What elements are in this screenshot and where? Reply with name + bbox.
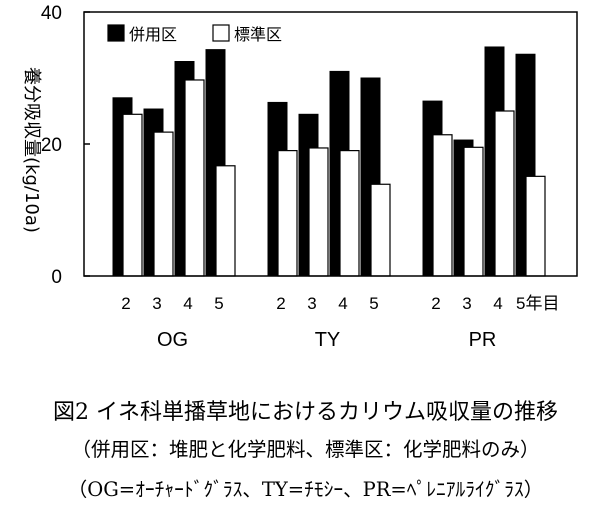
x-tick-label-TY-3: 3 [307,294,316,313]
bars-layer [112,46,546,277]
legend: 併用区 標準区 [107,24,282,44]
x-tick-label-TY-2: 2 [276,294,285,313]
bar-standard-TY-2 [277,150,298,277]
group-label-TY: TY [315,329,341,351]
x-tick-label-PR-5: 5年目 [516,294,559,313]
x-tick-label-TY-5: 5 [369,294,378,313]
x-tick-label-TY-4: 4 [338,294,347,313]
figure-caption-note-abbreviations: （OG=ｵｰﾁｬｰﾄﾞｸﾞﾗｽ、TY=ﾁﾓｼｰ、PR=ﾍﾟﾚﾆｱﾙﾗｲｸﾞﾗｽ） [67,478,544,501]
y-ticks: 0 20 40 [41,3,90,288]
bar-standard-TY-4 [339,150,360,277]
bar-standard-PR-5 [525,175,546,277]
x-tick-label-OG-4: 4 [183,294,192,313]
legend-label-combined: 併用区 [129,25,177,44]
legend-swatch-standard [212,24,230,42]
bar-standard-TY-5 [370,183,391,277]
bar-standard-PR-2 [432,134,453,277]
potassium-uptake-chart: 0 20 40 2 3 4 5 2 3 4 5 2 3 4 5年目 OG TY PR 養分吸収量(kg/10a… [21,3,578,351]
y-tick-label-0: 0 [51,267,62,288]
group-label-PR: PR [469,329,497,351]
x-tick-label-OG-5: 5 [214,294,223,313]
bar-standard-OG-5 [215,165,236,277]
bar-standard-PR-3 [463,146,484,277]
bar-standard-OG-3 [153,131,174,277]
x-tick-labels: 2 3 4 5 2 3 4 5 2 3 4 5年目 [121,294,559,313]
group-label-OG: OG [157,329,188,351]
y-tick-label-40: 40 [41,3,62,24]
x-tick-label-PR-2: 2 [431,294,440,313]
figure-caption-note-treatments: （併用区：堆肥と化学肥料、標準区：化学肥料のみ） [71,438,540,461]
y-axis-label: 養分吸収量(kg/10a) [21,67,42,233]
legend-swatch-combined [107,24,125,42]
bar-standard-OG-2 [122,113,143,277]
x-tick-label-PR-3: 3 [462,294,471,313]
figure-caption-title: 図2 イネ科単播草地におけるカリウム吸収量の推移 [53,400,558,425]
bar-standard-TY-3 [308,147,329,277]
y-tick-label-20: 20 [41,135,62,156]
bar-standard-PR-4 [494,110,515,277]
x-tick-label-OG-3: 3 [152,294,161,313]
x-tick-label-OG-2: 2 [121,294,130,313]
x-tick-label-PR-4: 4 [493,294,502,313]
bar-standard-OG-4 [184,79,205,277]
group-labels: OG TY PR [157,329,496,351]
legend-label-standard: 標準区 [234,25,282,44]
